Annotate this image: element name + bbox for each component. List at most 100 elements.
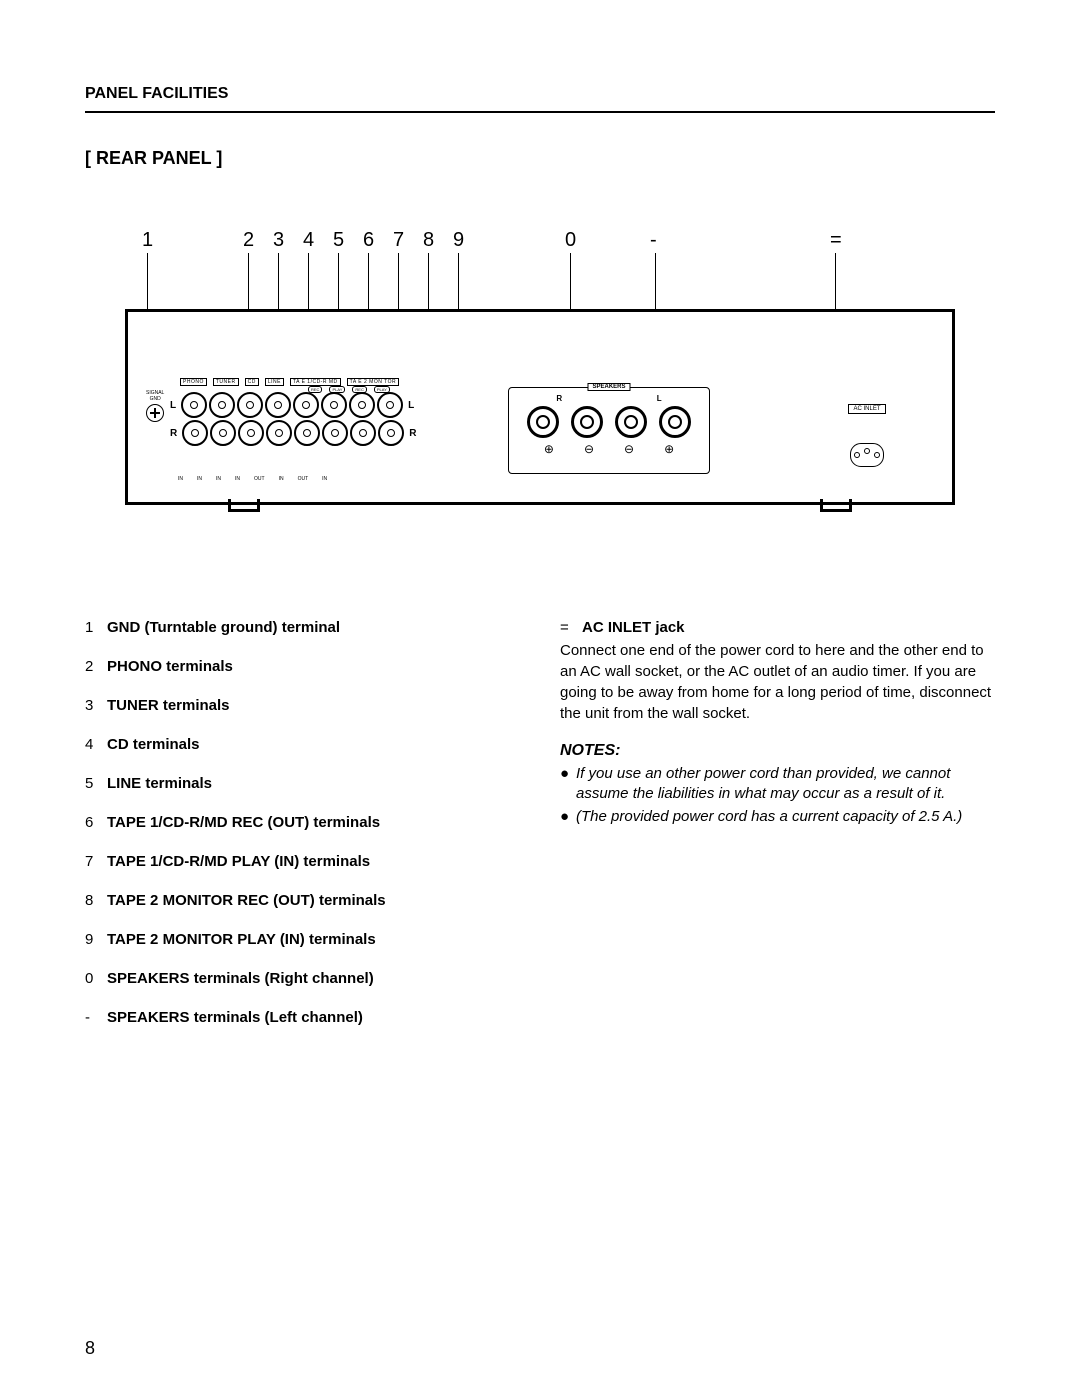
channel-label: L [408, 400, 414, 411]
callout-number: 0 [565, 229, 576, 252]
callout-number: 6 [363, 229, 374, 252]
rca-jack [266, 420, 292, 446]
note-item: ●(The provided power cord has a current … [560, 807, 995, 827]
in-out-label: IN [279, 476, 284, 482]
list-number: 4 [85, 736, 107, 753]
callout-number: 9 [453, 229, 464, 252]
polarity-sign: ⊖ [624, 442, 634, 456]
page-number: 8 [85, 1338, 95, 1359]
header-title: PANEL FACILITIES [85, 85, 995, 113]
note-text: (The provided power cord has a current c… [576, 807, 962, 827]
list-item: 3TUNER terminals [85, 697, 520, 714]
list-number: 0 [85, 970, 107, 987]
rca-jack [322, 420, 348, 446]
list-label: SPEAKERS terminals (Left channel) [107, 1009, 363, 1026]
note-text: If you use an other power cord than prov… [576, 764, 995, 805]
manual-page: PANEL FACILITIES [ REAR PANEL ] 12345678… [0, 0, 1080, 1399]
list-label: TAPE 2 MONITOR PLAY (IN) terminals [107, 931, 376, 948]
speaker-terminal [527, 406, 559, 438]
list-number: 7 [85, 853, 107, 870]
list-number: = [560, 619, 582, 636]
list-item: 8TAPE 2 MONITOR REC (OUT) terminals [85, 892, 520, 909]
list-label: TAPE 2 MONITOR REC (OUT) terminals [107, 892, 386, 909]
rca-jack [182, 420, 208, 446]
rca-label: TUNER [213, 378, 239, 386]
panel-chassis: SIGNAL GND PHONO TUNER CD LINE TA E 1/CD-R M… [125, 309, 955, 505]
list-label: SPEAKERS terminals (Right channel) [107, 970, 374, 987]
list-item: 6TAPE 1/CD-R/MD REC (OUT) terminals [85, 814, 520, 831]
speaker-terminal [571, 406, 603, 438]
list-item: 9TAPE 2 MONITOR PLAY (IN) terminals [85, 931, 520, 948]
list-item: 7TAPE 1/CD-R/MD PLAY (IN) terminals [85, 853, 520, 870]
list-item: 0SPEAKERS terminals (Right channel) [85, 970, 520, 987]
callout-number: 4 [303, 229, 314, 252]
left-column: 1GND (Turntable ground) terminal2PHONO t… [85, 619, 520, 1048]
note-item: ●If you use an other power cord than pro… [560, 764, 995, 805]
polarity-sign: ⊕ [664, 442, 674, 456]
list-label: CD terminals [107, 736, 200, 753]
list-label: AC INLET jack [582, 619, 685, 636]
channel-label: L [170, 400, 176, 411]
list-item: -SPEAKERS terminals (Left channel) [85, 1009, 520, 1026]
speaker-r-label: R [556, 394, 562, 403]
rca-jack [209, 392, 235, 418]
section-title: [ REAR PANEL ] [85, 148, 995, 169]
in-out-label: IN [178, 476, 183, 482]
callout-number: 5 [333, 229, 344, 252]
speakers-block: SPEAKERS R L ⊕⊖⊖⊕ [508, 387, 710, 474]
list-number: 9 [85, 931, 107, 948]
chassis-foot [820, 499, 852, 512]
rca-jack [210, 420, 236, 446]
rca-jack [293, 392, 319, 418]
list-label: PHONO terminals [107, 658, 233, 675]
rec-play-label: REC [308, 386, 322, 393]
description-columns: 1GND (Turntable ground) terminal2PHONO t… [85, 619, 995, 1048]
callout-number: 2 [243, 229, 254, 252]
gnd-terminal: SIGNAL GND [146, 390, 164, 422]
list-label: TUNER terminals [107, 697, 230, 714]
gnd-icon [146, 404, 164, 422]
polarity-sign: ⊕ [544, 442, 554, 456]
rca-label: PHONO [180, 378, 207, 386]
right-column: = AC INLET jack Connect one end of the p… [560, 619, 995, 1048]
rca-label: TA E 2 MON TOR [347, 378, 399, 386]
callout-number: 1 [142, 229, 153, 252]
notes-heading: NOTES: [560, 742, 995, 760]
list-item: 2PHONO terminals [85, 658, 520, 675]
list-number: 3 [85, 697, 107, 714]
rca-jack [349, 392, 375, 418]
rca-jack [265, 392, 291, 418]
ac-socket-icon [850, 443, 884, 467]
ac-description: Connect one end of the power cord to her… [560, 640, 995, 724]
list-label: TAPE 1/CD-R/MD PLAY (IN) terminals [107, 853, 370, 870]
list-number: 1 [85, 619, 107, 636]
callout-number: = [830, 229, 842, 252]
speakers-label: SPEAKERS [587, 383, 630, 391]
rec-play-label: REC [352, 386, 366, 393]
in-out-label: IN [235, 476, 240, 482]
rca-label: LINE [265, 378, 284, 386]
in-out-label: IN [216, 476, 221, 482]
rca-jack [181, 392, 207, 418]
polarity-sign: ⊖ [584, 442, 594, 456]
speaker-l-label: L [657, 394, 662, 403]
rca-jack [237, 392, 263, 418]
list-number: 6 [85, 814, 107, 831]
ac-inlet-label: AC INLET [848, 404, 885, 414]
rear-panel-diagram: 1234567890-= SIGNAL GND PHONOTUNERCDLINE… [85, 229, 995, 499]
in-out-label: OUT [298, 476, 309, 482]
rca-label: CD [245, 378, 259, 386]
rca-jack [350, 420, 376, 446]
rca-jack [238, 420, 264, 446]
bullet-icon: ● [560, 807, 576, 827]
in-out-label: IN [322, 476, 327, 482]
callout-number: 3 [273, 229, 284, 252]
rca-label: TA E 1/CD-R MD [290, 378, 341, 386]
channel-label: R [409, 428, 416, 439]
ac-inlet-block: AC INLET [827, 397, 907, 467]
rca-jack [321, 392, 347, 418]
speaker-terminal [615, 406, 647, 438]
list-number: - [85, 1009, 107, 1026]
rec-play-label: PLAY [329, 386, 345, 393]
rec-play-label: PLAY [374, 386, 390, 393]
